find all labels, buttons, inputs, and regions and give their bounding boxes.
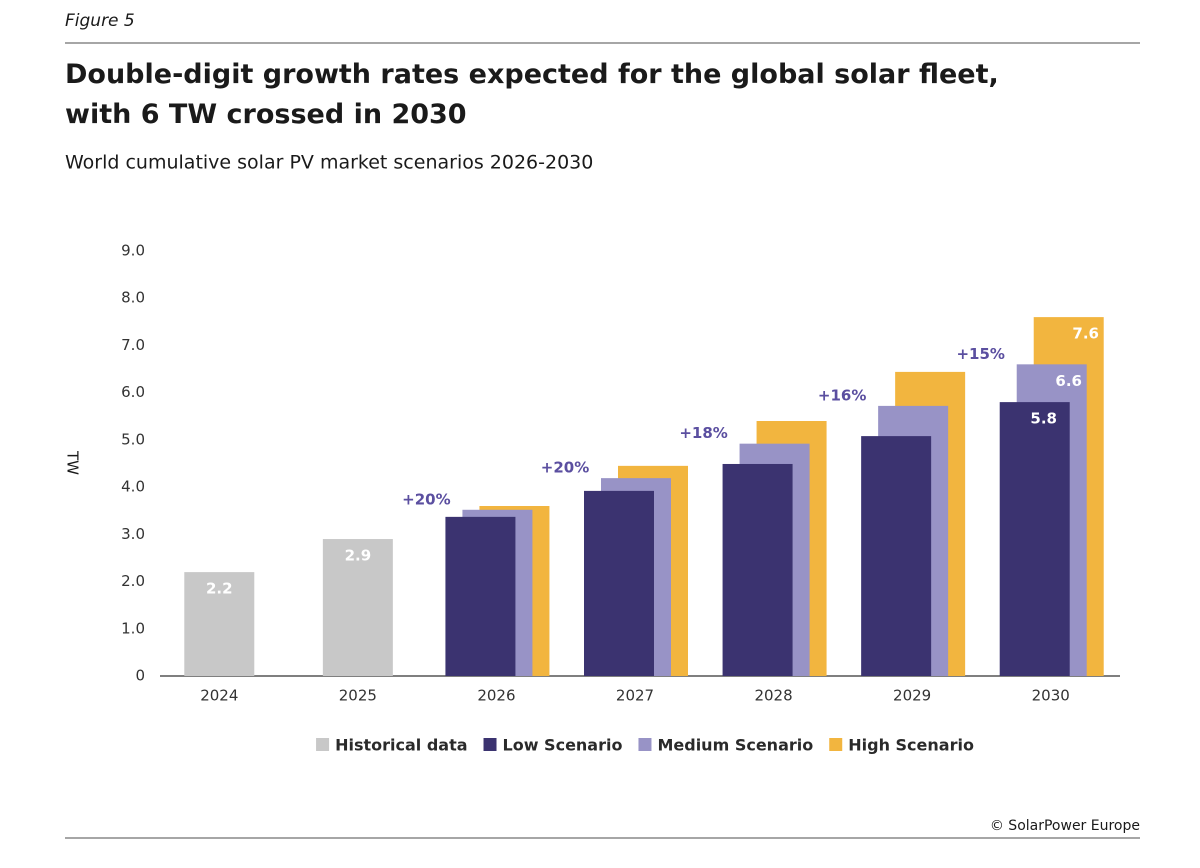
value-label: 2.2 — [206, 580, 233, 598]
x-tick-label: 2025 — [339, 687, 377, 705]
bar — [999, 402, 1070, 676]
y-tick-label: 5.0 — [121, 430, 145, 448]
y-tick-label: 4.0 — [121, 478, 145, 496]
title-line: Double-digit growth rates expected for t… — [65, 59, 999, 90]
growth-label: +20% — [541, 459, 589, 477]
legend-label: Low Scenario — [503, 736, 623, 755]
growth-label: +15% — [956, 345, 1004, 363]
x-tick-label: 2024 — [200, 687, 238, 705]
value-label: 6.6 — [1055, 372, 1082, 390]
bar — [584, 490, 654, 676]
growth-label: +18% — [679, 424, 727, 442]
legend-swatch — [638, 738, 652, 751]
growth-label: +20% — [402, 490, 450, 508]
title-line: with 6 TW crossed in 2030 — [65, 99, 467, 130]
legend-label: Historical data — [335, 736, 467, 755]
x-tick-label: 2026 — [477, 687, 515, 705]
y-axis-label: TW — [64, 450, 82, 475]
bar — [184, 572, 255, 676]
legend-swatch — [483, 738, 497, 751]
bar — [445, 516, 516, 676]
x-tick-label: 2029 — [893, 687, 931, 705]
y-tick-label: 6.0 — [121, 383, 145, 401]
value-label: 5.8 — [1030, 410, 1057, 428]
x-tick-label: 2028 — [754, 687, 792, 705]
bar — [861, 436, 932, 676]
y-tick-label: 7.0 — [121, 336, 145, 354]
bar — [722, 463, 793, 676]
legend-swatch — [316, 738, 330, 751]
chart-subtitle: World cumulative solar PV market scenari… — [65, 152, 593, 174]
x-tick-label: 2030 — [1032, 687, 1070, 705]
legend-label: Medium Scenario — [657, 736, 813, 755]
y-tick-label: 9.0 — [121, 242, 145, 260]
figure-label: Figure 5 — [65, 11, 135, 31]
value-label: 2.9 — [345, 547, 372, 565]
legend-label: High Scenario — [848, 736, 974, 755]
y-tick-label: 0 — [135, 667, 145, 685]
source: © SolarPower Europe — [990, 818, 1140, 834]
growth-label: +16% — [818, 386, 866, 404]
x-tick-label: 2027 — [616, 687, 654, 705]
legend-swatch — [829, 738, 843, 751]
y-tick-label: 3.0 — [121, 525, 145, 543]
y-tick-label: 8.0 — [121, 289, 145, 307]
y-tick-label: 2.0 — [121, 572, 145, 590]
bar — [322, 539, 393, 676]
value-label: 7.6 — [1072, 325, 1099, 343]
y-tick-label: 1.0 — [121, 619, 145, 637]
chart-title: Double-digit growth rates expected for t… — [65, 59, 999, 130]
